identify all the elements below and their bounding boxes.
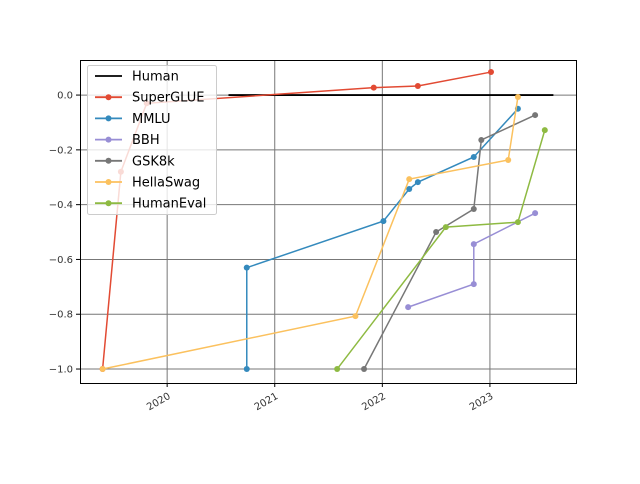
x-tick-label: 2020	[145, 391, 173, 413]
legend-marker-superglue	[105, 94, 112, 101]
legend-label-gsk8k: GSK8k	[132, 154, 175, 169]
data-point-hellaswag	[406, 176, 413, 183]
legend-label-mmlu: MMLU	[132, 112, 171, 127]
y-tick-label: −0.2	[49, 145, 73, 156]
data-point-humaneval	[514, 219, 521, 226]
y-tick-label: −0.8	[49, 310, 73, 321]
data-point-bbh	[532, 210, 539, 217]
data-point-mmlu	[243, 264, 250, 271]
series-hellaswag	[99, 93, 521, 373]
y-tick-label: 0.0	[57, 91, 73, 102]
data-point-superglue	[414, 83, 421, 90]
legend-marker-gsk8k	[105, 157, 112, 164]
data-point-humaneval	[334, 366, 341, 373]
x-tick-label: 2021	[253, 391, 281, 413]
data-point-humaneval	[442, 224, 449, 231]
data-point-hellaswag	[99, 366, 106, 373]
legend-marker-hellaswag	[105, 179, 112, 185]
data-point-superglue	[488, 69, 495, 76]
data-point-bbh	[405, 304, 412, 311]
series-line-humaneval	[336, 129, 546, 370]
legend-label-humaneval: HumanEval	[132, 197, 206, 212]
y-tick-label: −0.6	[49, 255, 73, 266]
data-point-humaneval	[541, 127, 548, 134]
legend-marker-mmlu	[105, 115, 112, 122]
legend-label-hellaswag: HellaSwag	[132, 176, 200, 191]
data-point-bbh	[470, 241, 477, 248]
series-gsk8k	[361, 112, 539, 373]
legend-label-superglue: SuperGLUE	[132, 91, 204, 106]
legend-box	[87, 65, 217, 215]
x-tick-label: 2022	[360, 391, 388, 413]
series-bbh	[405, 210, 539, 311]
data-point-gsk8k	[361, 366, 368, 373]
legend: Human SuperGLUE MMLU BBH GSK8k HellaSwag Human…	[87, 65, 217, 215]
data-point-mmlu	[406, 186, 413, 193]
data-point-mmlu	[243, 366, 250, 373]
x-tick-label: 2023	[468, 391, 496, 413]
data-point-mmlu	[470, 153, 477, 160]
data-point-mmlu	[414, 179, 421, 186]
legend-label-bbh: BBH	[132, 133, 160, 148]
data-point-gsk8k	[433, 229, 440, 236]
data-point-hellaswag	[505, 156, 512, 163]
series-humaneval	[334, 127, 548, 373]
legend-marker-humaneval	[105, 200, 112, 207]
data-point-hellaswag	[514, 93, 521, 100]
data-point-gsk8k	[470, 206, 477, 213]
legend-marker-bbh	[105, 136, 112, 143]
series-line-bbh	[407, 212, 536, 308]
data-point-mmlu	[380, 218, 387, 225]
data-point-gsk8k	[478, 136, 485, 143]
data-point-hellaswag	[352, 313, 359, 320]
data-point-superglue	[370, 84, 377, 91]
data-point-gsk8k	[532, 112, 539, 119]
data-point-bbh	[470, 281, 477, 288]
plot-frame	[80, 60, 577, 384]
y-tick-label: −0.4	[49, 200, 73, 211]
legend-label-human: Human	[132, 70, 179, 85]
y-tick-label: −1.0	[49, 365, 73, 376]
